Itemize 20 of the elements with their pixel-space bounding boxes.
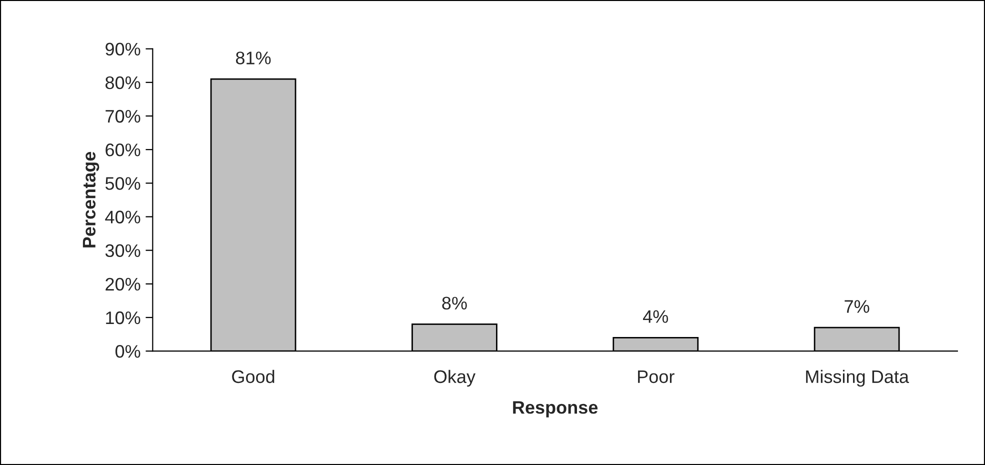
data-label: 81% xyxy=(236,52,271,64)
y-tick-label: 70% xyxy=(106,110,140,123)
y-tick-label: 40% xyxy=(105,210,140,224)
y-tick-label: 50% xyxy=(105,177,140,190)
x-tick-label: Missing Data xyxy=(806,370,910,387)
y-tick-label: 10% xyxy=(106,311,140,324)
y-tick-label: 30% xyxy=(105,244,140,258)
x-tick-label: Okay xyxy=(434,370,476,387)
y-tick-label: 80% xyxy=(106,76,140,90)
y-tick-label: 0% xyxy=(115,345,140,358)
x-axis-title: Response xyxy=(513,401,598,418)
data-label: 7% xyxy=(844,300,870,313)
data-label: 8% xyxy=(442,296,467,310)
y-tick-label: 60% xyxy=(106,144,140,156)
y-tick-label: 90% xyxy=(106,42,140,56)
data-label: 4% xyxy=(643,310,668,323)
x-tick-label: Good xyxy=(232,370,274,384)
x-tick-label: Poor xyxy=(638,370,674,384)
y-axis-title: Percentage xyxy=(82,152,100,248)
y-tick-label: 20% xyxy=(106,278,140,291)
